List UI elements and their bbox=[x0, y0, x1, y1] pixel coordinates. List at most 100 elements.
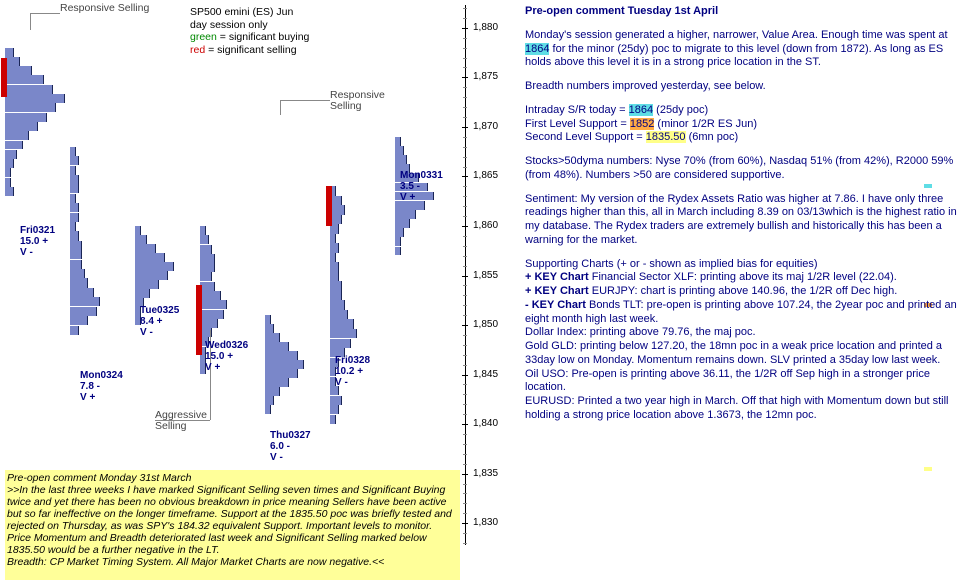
axis-tick bbox=[463, 295, 467, 296]
profile-row bbox=[265, 324, 274, 333]
axis-tick bbox=[463, 38, 467, 39]
axis-tick bbox=[463, 434, 467, 435]
significant-selling-bar bbox=[1, 58, 7, 98]
commentary-para: EURUSD: Printed a two year high in March… bbox=[525, 395, 965, 423]
profile-row bbox=[395, 228, 404, 237]
profile-row bbox=[265, 351, 298, 360]
commentary-para: Dollar Index: printing above 79.76, the … bbox=[525, 326, 965, 340]
profile-row bbox=[70, 222, 76, 231]
axis-tick bbox=[463, 335, 467, 336]
axis-tick bbox=[463, 266, 467, 267]
legend-line: day session only bbox=[190, 19, 309, 32]
profile-row bbox=[395, 247, 401, 256]
profile-row bbox=[70, 250, 82, 259]
profile-row bbox=[395, 237, 401, 246]
profile-row bbox=[265, 360, 304, 369]
profile-row bbox=[265, 342, 289, 351]
axis-tick-label: 1,850 bbox=[473, 319, 498, 330]
profile-row bbox=[330, 272, 339, 281]
profile-row bbox=[5, 66, 32, 75]
profile-row bbox=[330, 396, 342, 405]
significant-selling-bar bbox=[196, 285, 202, 354]
profile-row bbox=[330, 339, 351, 348]
axis-tick bbox=[462, 276, 468, 277]
profile-row bbox=[5, 131, 29, 140]
profile-row bbox=[200, 300, 227, 309]
axis-tick bbox=[463, 236, 467, 237]
axis-tick bbox=[463, 355, 467, 356]
axis-tick bbox=[463, 454, 467, 455]
axis-tick bbox=[463, 67, 467, 68]
profile-row bbox=[395, 210, 416, 219]
axis-tick bbox=[462, 424, 468, 425]
chart-annotation: Responsive Selling bbox=[60, 3, 149, 14]
profile-row bbox=[330, 205, 345, 214]
profile-row bbox=[5, 141, 23, 150]
significant-selling-bar bbox=[326, 186, 332, 226]
axis-tick bbox=[463, 256, 467, 257]
profile-row bbox=[70, 175, 79, 184]
profile-row bbox=[330, 262, 339, 271]
axis-tick bbox=[463, 404, 467, 405]
axis-tick bbox=[463, 196, 467, 197]
profile-row bbox=[70, 260, 82, 269]
axis-tick bbox=[463, 246, 467, 247]
axis-tick bbox=[462, 226, 468, 227]
profile-row bbox=[135, 280, 159, 289]
commentary-para: Second Level Support = 1835.50 (6mn poc) bbox=[525, 131, 965, 145]
axis-tick bbox=[463, 117, 467, 118]
profile-row bbox=[70, 241, 82, 250]
prior-comment-body: >>In the last three weeks I have marked … bbox=[7, 484, 458, 568]
profile-row bbox=[5, 57, 20, 66]
day-label-Mon0331: Mon03313.5 -V + bbox=[400, 170, 443, 203]
commentary-title: Pre-open comment Tuesday 1st April bbox=[525, 5, 718, 17]
day-label-Mon0324: Mon03247.8 -V + bbox=[80, 370, 123, 403]
profile-row bbox=[70, 307, 97, 316]
profile-row bbox=[5, 122, 38, 131]
axis-tick-label: 1,880 bbox=[473, 22, 498, 33]
axis-tick-label: 1,860 bbox=[473, 220, 498, 231]
axis-tick bbox=[462, 325, 468, 326]
axis-tick bbox=[463, 345, 467, 346]
axis-tick bbox=[463, 137, 467, 138]
profile-row bbox=[135, 271, 168, 280]
axis-tick bbox=[462, 474, 468, 475]
profile-row bbox=[265, 315, 271, 324]
profile-row bbox=[200, 263, 215, 272]
profile-row bbox=[265, 396, 274, 405]
profile-row bbox=[70, 316, 88, 325]
commentary-para: Supporting Charts (+ or - shown as impli… bbox=[525, 258, 965, 272]
commentary-para: Oil USO: Pre-open is printing above 36.1… bbox=[525, 368, 965, 396]
profile-row bbox=[265, 378, 289, 387]
axis-tick bbox=[463, 305, 467, 306]
commentary-para: Breadth numbers improved yesterday, see … bbox=[525, 80, 965, 94]
annotation-connector bbox=[280, 100, 281, 115]
profile-row bbox=[330, 253, 336, 262]
profile-row bbox=[200, 254, 215, 263]
axis-tick bbox=[463, 97, 467, 98]
axis-tick bbox=[463, 394, 467, 395]
profile-row bbox=[70, 147, 76, 156]
axis-tick bbox=[463, 414, 467, 415]
prior-comment-box: Pre-open comment Monday 31st March >>In … bbox=[5, 470, 460, 580]
profile-row bbox=[395, 146, 404, 155]
axis-tick bbox=[463, 484, 467, 485]
profile-row bbox=[330, 405, 339, 414]
profile-row bbox=[330, 310, 348, 319]
axis-tick-label: 1,870 bbox=[473, 121, 498, 132]
commentary-panel: Pre-open comment Tuesday 1st April Monda… bbox=[525, 5, 965, 580]
axis-tick bbox=[463, 503, 467, 504]
profile-row bbox=[330, 234, 336, 243]
profile-row bbox=[135, 289, 150, 298]
axis-tick bbox=[463, 87, 467, 88]
profile-row bbox=[395, 137, 401, 146]
axis-tick bbox=[463, 285, 467, 286]
profile-row bbox=[70, 231, 79, 240]
profile-row bbox=[70, 213, 79, 222]
legend-line: red = significant selling bbox=[190, 44, 309, 57]
profile-row bbox=[135, 262, 174, 271]
commentary-para: + KEY Chart Financial Sector XLF: printi… bbox=[525, 271, 965, 285]
profile-row bbox=[5, 94, 65, 103]
axis-tick bbox=[463, 186, 467, 187]
commentary-para: Gold GLD: printing below 127.20, the 18m… bbox=[525, 340, 965, 368]
